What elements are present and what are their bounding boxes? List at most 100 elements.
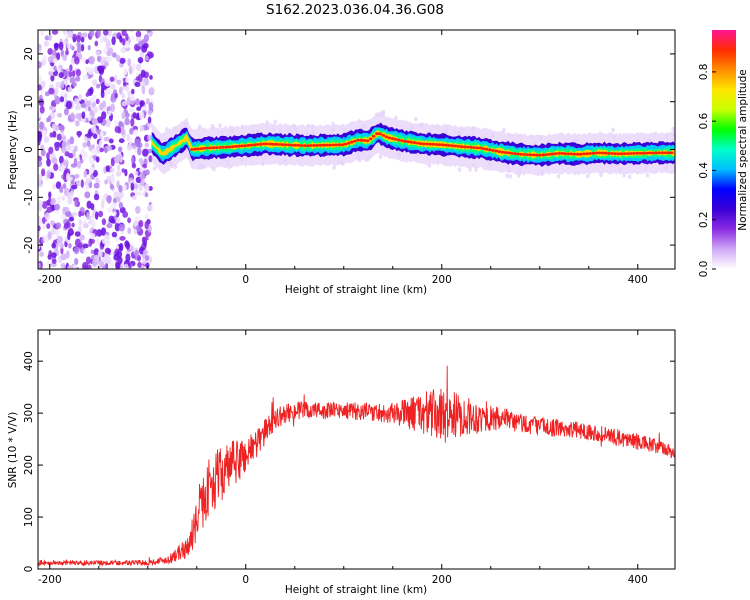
peak-dot <box>309 144 313 147</box>
halo-dot <box>435 124 439 130</box>
peak-dot <box>669 151 674 155</box>
noise-dot <box>122 211 129 218</box>
noise-dot <box>67 31 73 39</box>
noise-dot <box>144 192 149 198</box>
noise-dot <box>77 242 83 249</box>
peak-dot <box>541 153 545 157</box>
noise-dot <box>38 134 42 143</box>
noise-dot <box>68 217 75 222</box>
halo-dot <box>278 127 282 133</box>
halo-dot <box>671 126 675 132</box>
noise-dot <box>71 184 78 190</box>
noise-dot <box>86 211 90 220</box>
noise-dot <box>128 107 135 113</box>
halo-dot <box>672 131 675 137</box>
peak-dot <box>240 144 244 148</box>
peak-dot <box>202 146 207 150</box>
figure-title: S162.2023.036.04.36.G08 <box>266 2 444 18</box>
x-tick-label: 400 <box>628 274 648 286</box>
spectrogram-x-label: Height of straight line (km) <box>285 284 427 296</box>
noise-dot <box>60 214 67 220</box>
noise-dot <box>91 118 98 126</box>
noise-dot <box>82 142 88 148</box>
noise-dot <box>131 88 135 95</box>
noise-dot <box>128 137 133 145</box>
x-tick-label: -200 <box>38 574 62 586</box>
noise-dot <box>44 35 50 41</box>
noise-dot <box>57 195 61 201</box>
noise-dot <box>129 244 135 251</box>
noise-dot <box>149 75 153 80</box>
peak-dot <box>346 141 351 145</box>
noise-dot <box>95 98 100 105</box>
noise-dot <box>127 217 131 224</box>
noise-dot <box>116 250 123 258</box>
noise-dot <box>92 79 98 86</box>
noise-dot <box>145 98 150 105</box>
x-tick-label: 200 <box>432 274 452 286</box>
peak-dot <box>531 153 536 157</box>
noise-dot <box>132 125 138 131</box>
noise-dot <box>78 53 83 60</box>
halo-dot <box>152 166 157 172</box>
halo-dot <box>362 123 367 129</box>
snr-x-label: Height of straight line (km) <box>285 584 427 596</box>
noise-dot <box>111 36 116 46</box>
peak-dot <box>644 151 649 155</box>
noise-dot <box>129 127 134 135</box>
noise-dot <box>76 41 81 48</box>
halo-dot <box>191 159 195 165</box>
peak-dot <box>506 151 511 155</box>
noise-dot <box>81 32 88 38</box>
noise-dot <box>98 65 105 74</box>
peak-dot <box>535 153 539 157</box>
halo-dot <box>505 173 509 179</box>
noise-dot <box>140 265 145 269</box>
noise-dot <box>51 49 57 56</box>
peak-dot <box>528 153 533 157</box>
noise-dot <box>59 185 64 194</box>
noise-dot <box>142 148 149 157</box>
noise-dot <box>133 129 138 136</box>
noise-dot <box>74 258 79 265</box>
peak-dot <box>375 132 379 136</box>
noise-dot <box>67 144 71 151</box>
x-tick-label: 200 <box>432 574 452 586</box>
noise-dot <box>97 249 103 258</box>
halo-dot <box>220 129 224 135</box>
noise-dot <box>62 183 67 189</box>
noise-dot <box>90 249 95 255</box>
peak-dot <box>516 152 520 156</box>
noise-dot <box>78 93 83 101</box>
noise-dot <box>62 40 68 45</box>
noise-dot <box>132 112 137 118</box>
peak-dot <box>350 140 354 144</box>
halo-dot <box>271 153 276 158</box>
peak-dot <box>287 143 291 147</box>
noise-dot <box>109 103 116 112</box>
noise-dot <box>89 30 95 37</box>
peak-dot <box>491 149 495 152</box>
peak-dot <box>647 151 652 155</box>
noise-dot <box>83 181 89 186</box>
peak-dot <box>663 151 668 155</box>
noise-dot <box>58 72 64 79</box>
halo-dot <box>452 129 457 135</box>
noise-dot <box>124 168 128 177</box>
noise-dot <box>47 48 53 55</box>
noise-dot <box>106 175 112 182</box>
noise-dot <box>50 220 55 226</box>
peak-dot <box>478 146 483 150</box>
noise-dot <box>38 230 41 239</box>
noise-dot <box>49 132 54 138</box>
noise-dot <box>128 65 133 75</box>
noise-dot <box>65 100 72 110</box>
colorbar-tick-label: 0.2 <box>698 211 710 228</box>
peak-dot <box>353 139 357 143</box>
halo-dot <box>173 164 178 170</box>
noise-dot <box>95 211 99 220</box>
colorbar-tick-label: 0.8 <box>698 64 710 81</box>
noise-dot <box>124 112 130 118</box>
colorbar-gradient <box>712 30 736 269</box>
peak-dot <box>519 152 523 156</box>
